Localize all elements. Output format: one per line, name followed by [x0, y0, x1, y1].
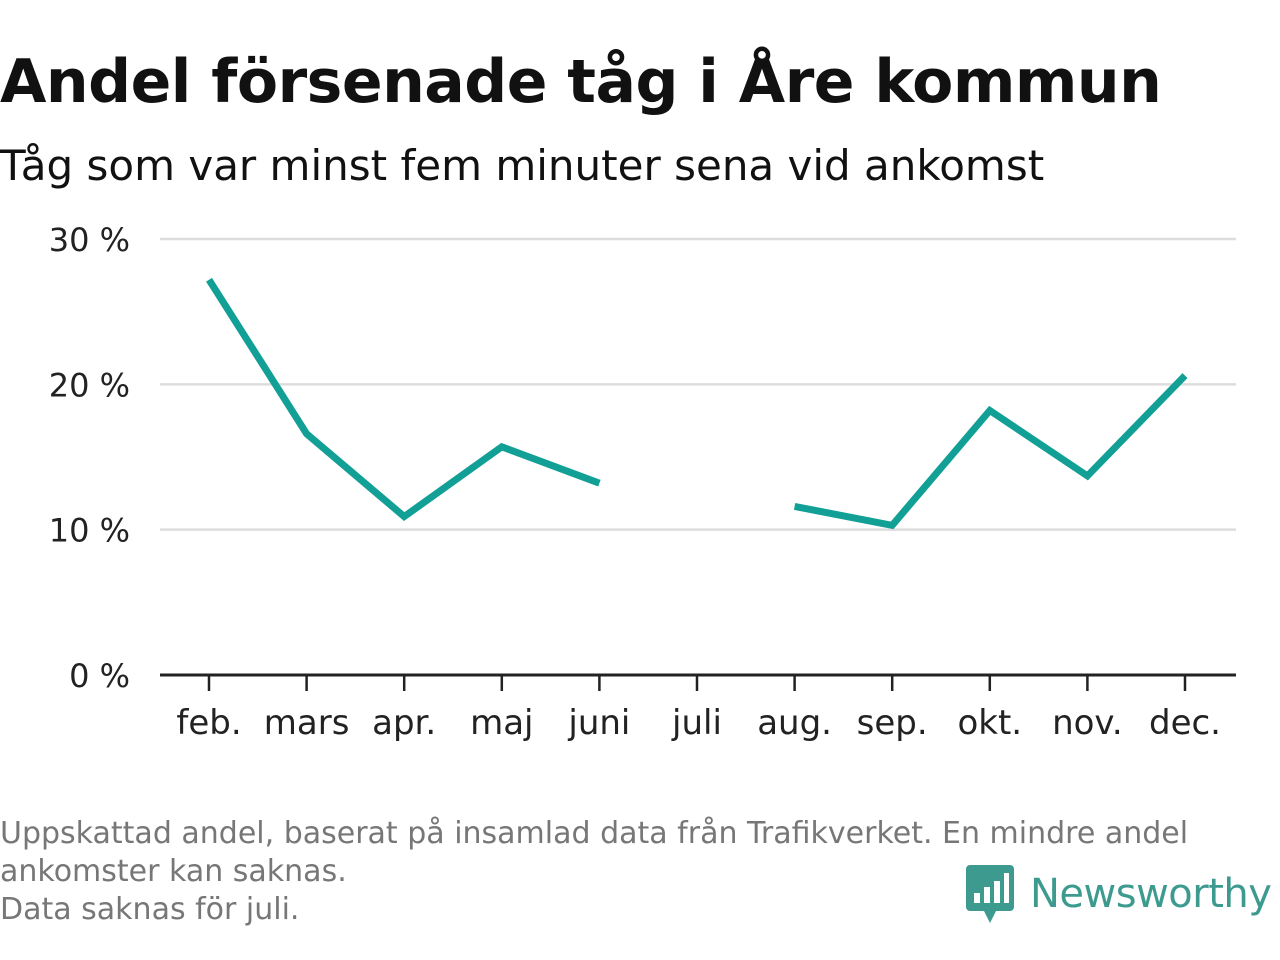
x-tick-label: aug. [757, 703, 832, 743]
footnote-line: Uppskattad andel, baserat på insamlad da… [0, 816, 1189, 851]
chart-subtitle: Tåg som var minst fem minuter sena vid a… [0, 141, 1045, 190]
footnote-line: ankomster kan saknas. [0, 854, 347, 889]
footnote-line: Data saknas för juli. [0, 892, 300, 927]
footnote: Uppskattad andel, baserat på insamlad da… [0, 815, 1270, 929]
line-chart: 0 % 10 % 20 % 30 % feb. mars apr. maj juni juli au… [49, 221, 1236, 743]
x-tick-label: nov. [1052, 703, 1123, 743]
x-tick-label: juli [671, 703, 722, 743]
series-line-segment [206, 277, 601, 522]
x-tick-label: mars [264, 703, 350, 743]
y-tick-label: 10 % [49, 512, 130, 550]
chart-title: Andel försenade tåg i Åre kommun [0, 47, 1162, 117]
x-tick-label: dec. [1149, 703, 1221, 743]
x-tick-label: juni [567, 703, 630, 743]
newsworthy-brand: Newsworthy [964, 862, 1272, 926]
x-tick-label: sep. [857, 703, 928, 743]
x-tick-label: maj [470, 703, 533, 743]
bar-chart-speech-bubble-icon [966, 865, 1014, 923]
x-tick-label: apr. [372, 703, 436, 743]
x-tick-label: okt. [957, 703, 1022, 743]
y-tick-label: 0 % [69, 657, 130, 695]
series-line-segment [793, 373, 1188, 530]
y-tick-label: 30 % [49, 221, 130, 259]
brand-name: Newsworthy [1030, 871, 1272, 917]
y-tick-label: 20 % [49, 366, 130, 404]
x-tick-label: feb. [176, 703, 241, 743]
